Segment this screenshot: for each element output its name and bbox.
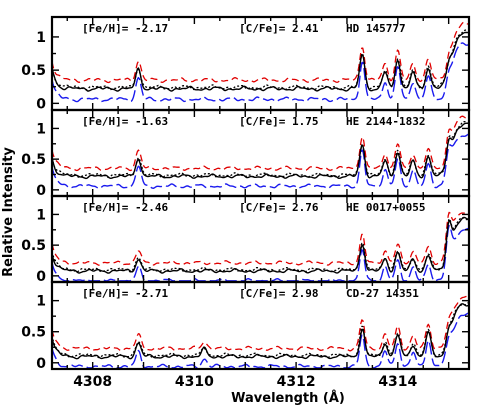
panel-2: 0 0.5 1 [Fe/H]= -1.63 [C/Fe]= 1.75 HE 2144-18… xyxy=(21,108,471,199)
panel-3-observed-line xyxy=(52,216,469,274)
panel-4-model-low-line xyxy=(52,312,469,369)
panel-2-cfe-label: [C/Fe]= 1.75 xyxy=(239,115,318,128)
panel-3-star-label: HE 0017+0055 xyxy=(346,201,425,214)
panel-2-y-tick-label: 0.5 xyxy=(21,152,46,168)
panel-3-model-high-line xyxy=(52,210,469,266)
panel-1-y-tick-label: 0.5 xyxy=(21,63,46,79)
panel-4-feh-label: [Fe/H]= -2.71 xyxy=(82,287,168,300)
panel-4-y-tick-label: 1 xyxy=(36,294,46,310)
x-tick-label: 4308 xyxy=(73,374,112,390)
x-tick-label: 4314 xyxy=(378,374,417,390)
y-axis-label: Relative Intensity xyxy=(1,147,16,277)
panel-3-y-tick-label: 0.5 xyxy=(21,238,46,254)
panel-1-model-line xyxy=(52,29,469,91)
x-tick-label: 4312 xyxy=(277,374,316,390)
panel-3-model-low-line xyxy=(52,224,469,282)
panel-1: 0 0.5 1 [Fe/H]= -2.17 [C/Fe]= 2.41 HD 145777 xyxy=(21,15,471,112)
panel-2-model-low-line xyxy=(52,133,469,190)
panel-3-cfe-label: [C/Fe]= 2.76 xyxy=(239,201,319,214)
panel-1-model-low-line xyxy=(52,42,469,103)
x-axis-label: Wavelength (Å) xyxy=(231,390,345,406)
panel-4-frame xyxy=(50,280,471,371)
panel-1-series xyxy=(52,21,469,103)
panel-4-model-high-line xyxy=(52,295,469,352)
panel-4: 0 0.5 1 [Fe/H]= -2.71 [C/Fe]= 2.98 CD-27 1435… xyxy=(21,280,471,372)
panel-3-y-tick-label: 0 xyxy=(36,269,46,285)
panel-3-series xyxy=(52,210,469,282)
panel-1-y-tick-label: 0 xyxy=(36,96,46,112)
panel-3: 0 0.5 1 [Fe/H]= -2.46 [C/Fe]= 2.76 HE 0017+00… xyxy=(21,194,471,285)
panel-2-y-tick-label: 1 xyxy=(36,121,46,137)
panel-4-star-label: CD-27 14351 xyxy=(346,287,419,300)
panel-4-series xyxy=(52,295,469,369)
panel-2-feh-label: [Fe/H]= -1.63 xyxy=(82,115,168,128)
panel-3-feh-label: [Fe/H]= -2.46 xyxy=(82,201,168,214)
panel-3-y-tick-label: 1 xyxy=(36,207,46,223)
panel-1-cfe-label: [C/Fe]= 2.41 xyxy=(239,22,319,35)
panel-2-star-label: HE 2144-1832 xyxy=(346,115,425,128)
panel-1-feh-label: [Fe/H]= -2.17 xyxy=(82,22,168,35)
panel-1-y-tick-label: 1 xyxy=(36,30,46,46)
panel-2-y-tick-label: 0 xyxy=(36,183,46,199)
panel-2-observed-line xyxy=(52,122,469,180)
panel-4-cfe-label: [C/Fe]= 2.98 xyxy=(239,287,318,300)
panel-4-y-tick-label: 0 xyxy=(36,356,46,372)
x-tick-labels: 4308 4310 4312 4314 xyxy=(73,374,417,390)
panel-2-model-high-line xyxy=(52,115,469,172)
panels-group: 00.51[Fe/H]= -2.17 [C/Fe]= 2.41 HD 1457770… xyxy=(21,15,471,372)
panel-2-model-line xyxy=(52,120,469,178)
panel-4-y-tick-label: 0.5 xyxy=(21,325,46,341)
panel-1-observed-line xyxy=(52,31,469,92)
x-tick-label: 4310 xyxy=(175,374,214,390)
panel-1-star-label: HD 145777 xyxy=(346,22,406,35)
panel-2-series xyxy=(52,115,469,190)
panel-4-observed-line xyxy=(52,303,469,360)
